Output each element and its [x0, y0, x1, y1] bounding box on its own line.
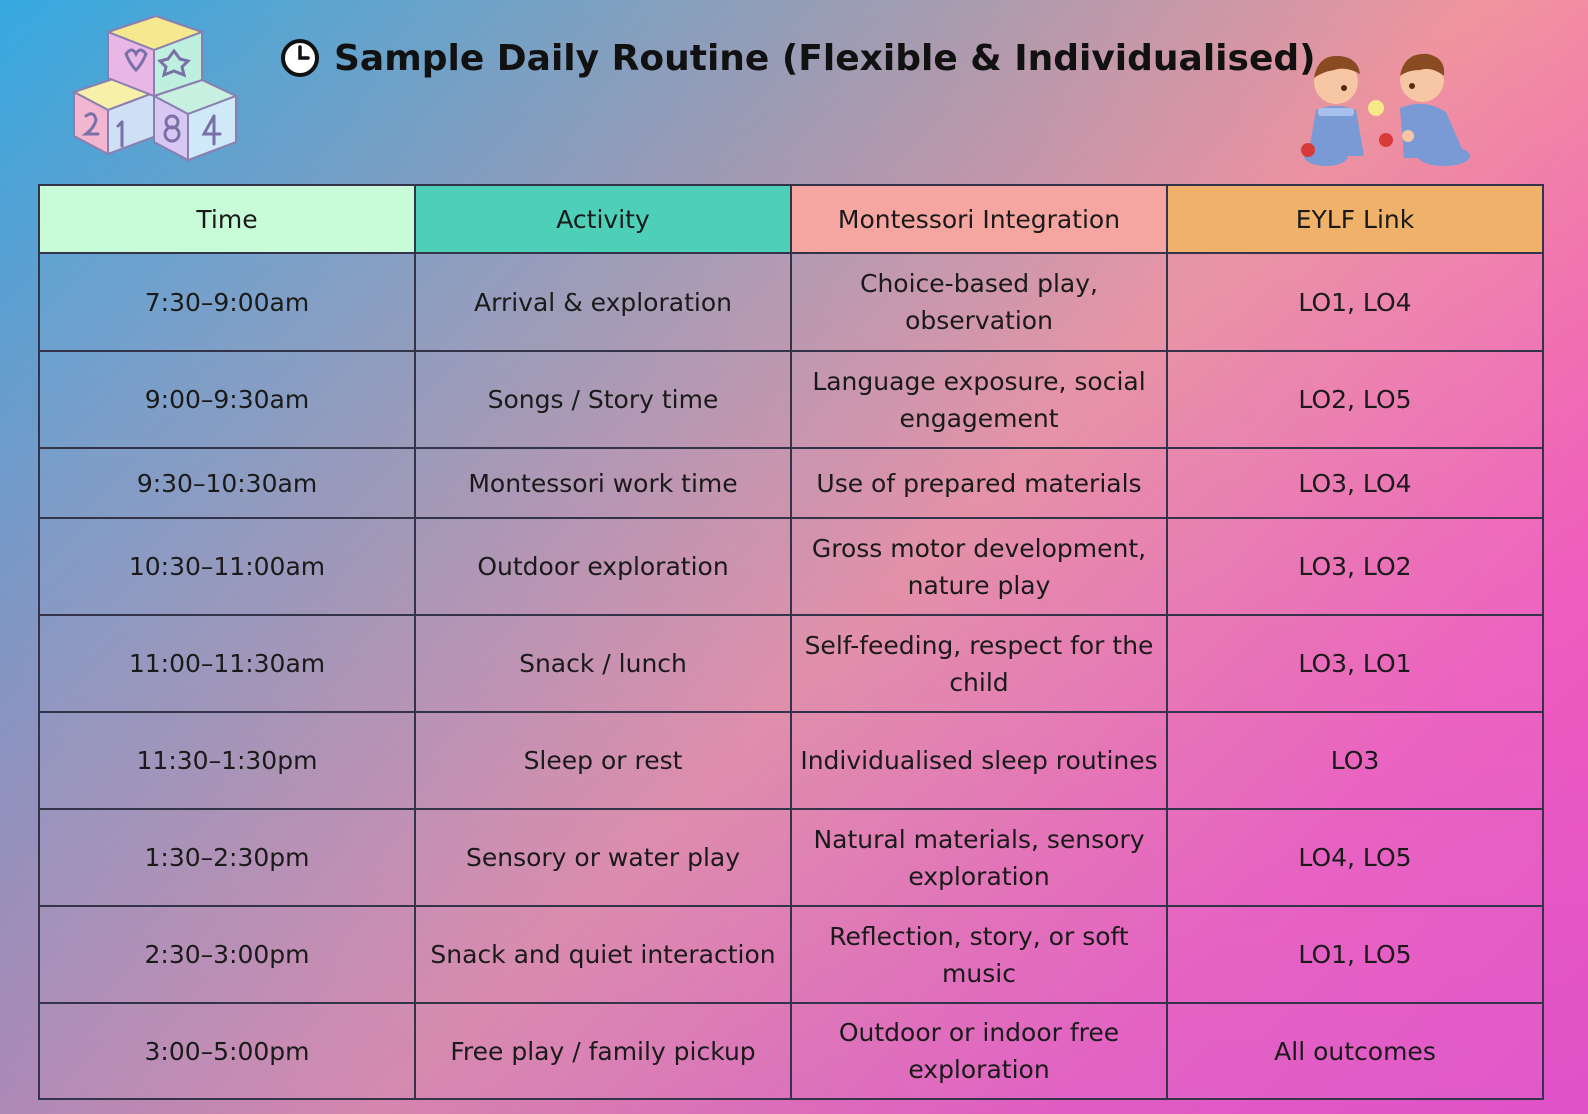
- page-title: Sample Daily Routine (Flexible & Individ…: [280, 34, 1316, 82]
- cell-eylf: LO3: [1166, 711, 1544, 810]
- cell-eylf: LO1, LO4: [1166, 252, 1544, 352]
- cell-eylf: LO2, LO5: [1166, 350, 1544, 449]
- cell-activity: Snack and quiet interaction: [414, 905, 792, 1004]
- table-header-row: Time Activity Montessori Integration EYL…: [38, 184, 1544, 254]
- header-montessori: Montessori Integration: [790, 184, 1168, 254]
- cell-time: 11:30–1:30pm: [38, 711, 416, 810]
- table-row: 3:00–5:00pm Free play / family pickup Ou…: [38, 1002, 1544, 1100]
- table-row: 9:30–10:30am Montessori work time Use of…: [38, 447, 1544, 519]
- cell-activity: Montessori work time: [414, 447, 792, 519]
- header-activity: Activity: [414, 184, 792, 254]
- cell-eylf: LO3, LO4: [1166, 447, 1544, 519]
- cell-montessori: Self-feeding, respect for the child: [790, 614, 1168, 713]
- cell-activity: Free play / family pickup: [414, 1002, 792, 1100]
- table-row: 9:00–9:30am Songs / Story time Language …: [38, 350, 1544, 449]
- cell-activity: Sleep or rest: [414, 711, 792, 810]
- cell-time: 1:30–2:30pm: [38, 808, 416, 907]
- cell-eylf: LO4, LO5: [1166, 808, 1544, 907]
- table-row: 1:30–2:30pm Sensory or water play Natura…: [38, 808, 1544, 907]
- cell-eylf: LO3, LO2: [1166, 517, 1544, 616]
- cell-activity: Arrival & exploration: [414, 252, 792, 352]
- cell-time: 3:00–5:00pm: [38, 1002, 416, 1100]
- cell-time: 10:30–11:00am: [38, 517, 416, 616]
- cell-eylf: All outcomes: [1166, 1002, 1544, 1100]
- cell-montessori: Use of prepared materials: [790, 447, 1168, 519]
- cell-eylf: LO1, LO5: [1166, 905, 1544, 1004]
- table-row: 7:30–9:00am Arrival & exploration Choice…: [38, 252, 1544, 352]
- table-row: 2:30–3:00pm Snack and quiet interaction …: [38, 905, 1544, 1004]
- cell-activity: Songs / Story time: [414, 350, 792, 449]
- header-eylf: EYLF Link: [1166, 184, 1544, 254]
- cell-montessori: Individualised sleep routines: [790, 711, 1168, 810]
- cell-eylf: LO3, LO1: [1166, 614, 1544, 713]
- children-playing-illustration: [1301, 53, 1470, 166]
- cell-time: 2:30–3:00pm: [38, 905, 416, 1004]
- cell-time: 9:30–10:30am: [38, 447, 416, 519]
- cell-time: 9:00–9:30am: [38, 350, 416, 449]
- cell-montessori: Gross motor development, nature play: [790, 517, 1168, 616]
- routine-table: Time Activity Montessori Integration EYL…: [38, 184, 1544, 1100]
- cell-time: 11:00–11:30am: [38, 614, 416, 713]
- title-text: Sample Daily Routine (Flexible & Individ…: [334, 37, 1316, 79]
- cell-time: 7:30–9:00am: [38, 252, 416, 352]
- cell-montessori: Natural materials, sensory exploration: [790, 808, 1168, 907]
- cell-montessori: Choice-based play, observation: [790, 252, 1168, 352]
- cell-activity: Snack / lunch: [414, 614, 792, 713]
- cell-montessori: Outdoor or indoor free exploration: [790, 1002, 1168, 1100]
- table-row: 10:30–11:00am Outdoor exploration Gross …: [38, 517, 1544, 616]
- cell-montessori: Reflection, story, or soft music: [790, 905, 1168, 1004]
- table-row: 11:30–1:30pm Sleep or rest Individualise…: [38, 711, 1544, 810]
- table-row: 11:00–11:30am Snack / lunch Self-feeding…: [38, 614, 1544, 713]
- cell-activity: Outdoor exploration: [414, 517, 792, 616]
- cell-montessori: Language exposure, social engagement: [790, 350, 1168, 449]
- cell-activity: Sensory or water play: [414, 808, 792, 907]
- clock-icon: [281, 39, 319, 77]
- header-time: Time: [38, 184, 416, 254]
- toy-blocks-illustration: [71, 14, 239, 162]
